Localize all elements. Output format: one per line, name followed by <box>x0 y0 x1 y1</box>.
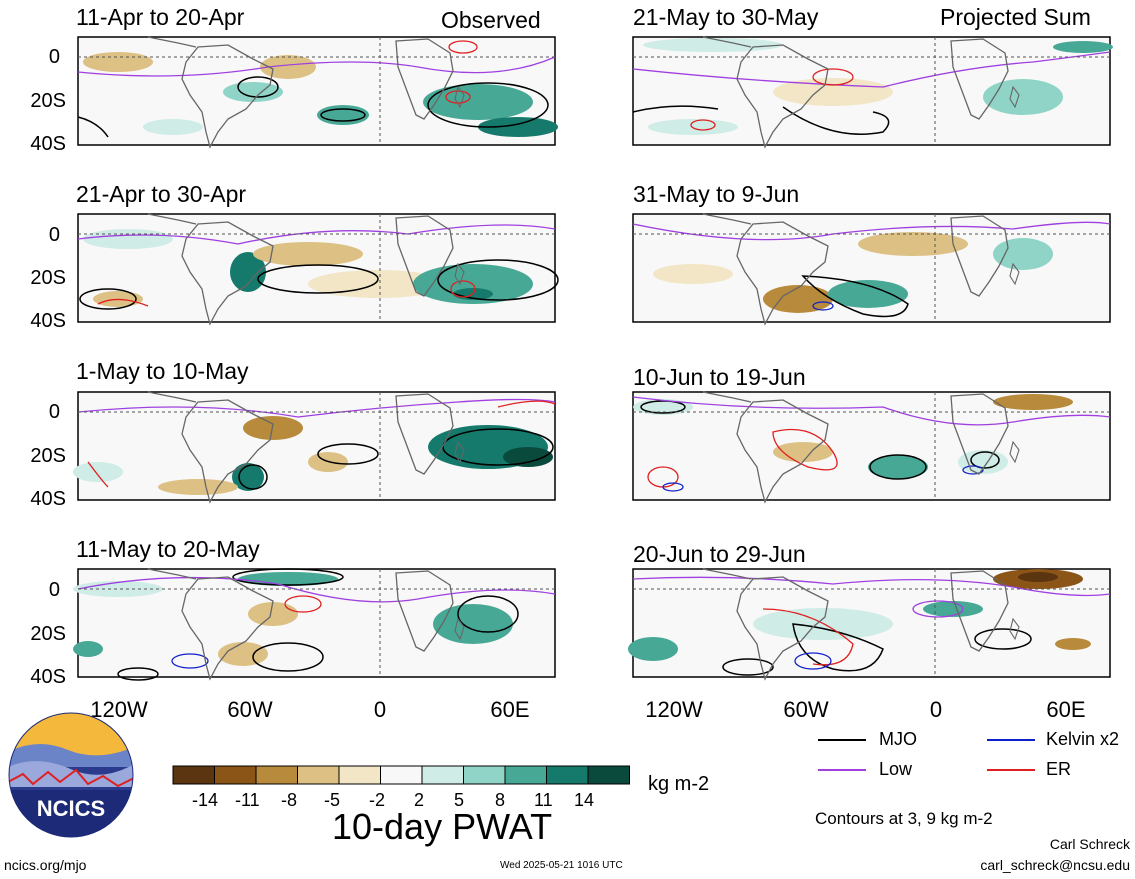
ylabel-0-row4: 0 <box>48 579 60 601</box>
colorbar-ticks: -14 -11 -8 -5 -2 2 5 8 11 14 <box>172 790 632 812</box>
ylabel-0-row1: 0 <box>48 46 60 68</box>
cb-tick-7: 8 <box>495 790 506 810</box>
xlabel-60e-left: 60E <box>490 697 530 722</box>
observed-label: Observed <box>441 7 541 33</box>
xlabel-60w-right: 60W <box>783 697 829 722</box>
map-panel-1 <box>77 36 558 148</box>
cb-tick-1: -11 <box>235 790 260 810</box>
ylabel-20s-row2: 20S <box>30 267 66 289</box>
panel-title-7: 10-Jun to 19-Jun <box>633 364 806 390</box>
cb-tick-5: 2 <box>414 790 425 810</box>
ylabel-40s-row1: 40S <box>30 133 66 155</box>
ylabel-20s-row1: 20S <box>30 90 66 112</box>
colorbar-swatch-1 <box>214 765 257 785</box>
projected-sum-label: Projected Sum <box>940 4 1091 30</box>
footer-url[interactable]: ncics.org/mjo <box>4 857 87 873</box>
xlabel-120w-right: 120W <box>645 697 703 722</box>
ylabel-20s-row4: 20S <box>30 623 66 645</box>
contours-note: Contours at 3, 9 kg m-2 <box>815 809 993 828</box>
map-panel-4 <box>73 568 556 681</box>
map-panel-5 <box>632 36 1113 148</box>
panel-title-4: 11-May to 20-May <box>76 536 260 562</box>
ylabel-40s-row2: 40S <box>30 310 66 332</box>
cb-tick-2: -8 <box>281 790 298 810</box>
panel-title-5: 21-May to 30-May <box>633 4 819 30</box>
maps-figure <box>73 36 1113 681</box>
cb-tick-8: 11 <box>534 790 553 810</box>
map-panel-8 <box>628 568 1111 680</box>
legend-swatch-er <box>987 769 1035 771</box>
legend-swatch-low <box>818 769 866 771</box>
colorbar-swatch-7 <box>463 765 506 785</box>
colorbar-swatch-6 <box>421 765 464 785</box>
legend: MJO Kelvin x2 Low ER <box>815 728 1135 788</box>
legend-label-low: Low <box>879 759 913 779</box>
colorbar-swatch-2 <box>255 765 298 785</box>
colorbar <box>172 765 630 785</box>
map-panel-2 <box>77 213 559 325</box>
panel-title-1: 11-Apr to 20-Apr <box>76 4 245 30</box>
footer-timestamp: Wed 2025-05-21 1016 UTC <box>500 860 623 871</box>
map-panel-6 <box>632 213 1111 325</box>
colorbar-swatch-9 <box>546 765 589 785</box>
panel-title-2: 21-Apr to 30-Apr <box>76 181 247 207</box>
colorbar-title: 10-day PWAT <box>332 806 553 847</box>
ylabel-0-row2: 0 <box>48 224 60 246</box>
map-panel-3 <box>73 391 556 503</box>
panel-title-6: 31-May to 9-Jun <box>633 181 800 207</box>
ylabel-40s-row4: 40S <box>30 666 66 688</box>
ylabel-20s-row3: 20S <box>30 445 66 467</box>
colorbar-swatch-0 <box>172 765 215 785</box>
colorbar-swatch-8 <box>504 765 547 785</box>
cb-tick-9: 14 <box>574 790 595 810</box>
ylabel-40s-row3: 40S <box>30 488 66 510</box>
colorbar-unit: kg m-2 <box>648 773 710 795</box>
cb-tick-3: -5 <box>324 790 341 810</box>
colorbar-swatch-4 <box>338 765 381 785</box>
colorbar-swatch-5 <box>380 765 423 785</box>
cb-tick-4: -2 <box>369 790 386 810</box>
legend-swatch-kelvin <box>987 739 1035 741</box>
xlabel-60e-right: 60E <box>1046 697 1086 722</box>
panel-title-3: 1-May to 10-May <box>76 358 249 384</box>
footer-author: Carl Schreck <box>1049 836 1130 852</box>
map-panel-7 <box>632 391 1111 503</box>
panel-title-8: 20-Jun to 29-Jun <box>633 541 806 567</box>
xlabel-0-right: 0 <box>929 697 943 722</box>
legend-label-er: ER <box>1046 759 1072 779</box>
ylabel-0-row3: 0 <box>48 401 60 423</box>
legend-label-kelvin: Kelvin x2 <box>1046 729 1120 749</box>
cb-tick-0: -14 <box>192 790 219 810</box>
xlabel-120w-left: 120W <box>90 697 148 722</box>
colorbar-swatch-3 <box>297 765 340 785</box>
xlabel-0-left: 0 <box>373 697 387 722</box>
colorbar-swatch-10 <box>587 765 630 785</box>
xlabel-60w-left: 60W <box>227 697 273 722</box>
legend-swatch-mjo <box>818 739 866 741</box>
cb-tick-6: 5 <box>454 790 465 810</box>
legend-label-mjo: MJO <box>879 729 917 749</box>
logo-text: NCICS <box>37 796 105 821</box>
ncics-logo: NCICS <box>8 712 134 838</box>
footer-email[interactable]: carl_schreck@ncsu.edu <box>980 857 1130 873</box>
